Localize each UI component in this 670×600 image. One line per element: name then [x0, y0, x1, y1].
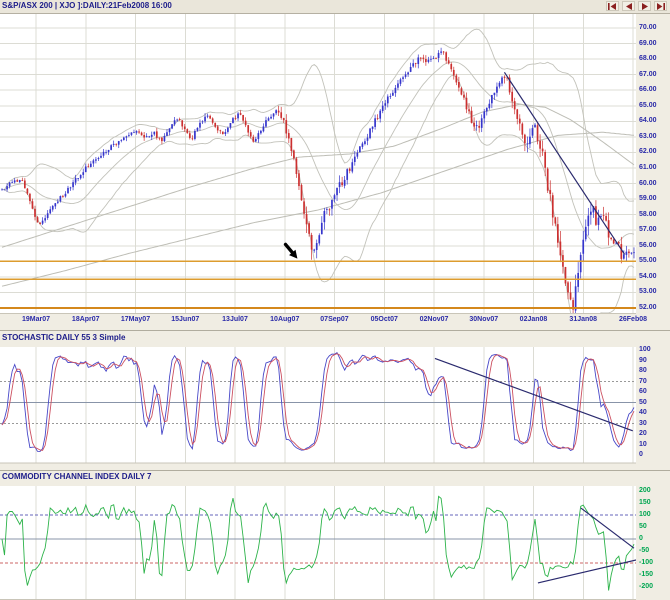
date-x-tick: 31Jan08 [569, 316, 598, 323]
stochastic-y-tick: 60 [639, 388, 647, 395]
date-x-tick: 30Nov07 [469, 316, 499, 323]
price-y-tick: 70.00 [639, 24, 657, 31]
cci-y-tick: 50 [639, 522, 647, 530]
price-y-tick: 57.00 [639, 226, 657, 234]
stochastic-panel-title: STOCHASTIC DAILY 55 3 Simple [2, 333, 126, 342]
cci-trendline [537, 559, 636, 584]
cci-y-tick: -50 [639, 547, 650, 555]
cci-panel-background [0, 486, 636, 600]
price-y-tick: 54.00 [639, 272, 657, 280]
nav-first-button[interactable] [606, 1, 619, 11]
nav-next-button[interactable] [638, 1, 651, 11]
price-y-tick: 66.00 [639, 86, 657, 94]
stoch-panel-background [0, 347, 636, 463]
cci-y-tick: -150 [639, 571, 654, 579]
date-x-tick: 02Nov07 [419, 316, 449, 323]
price-y-tick: 53.00 [639, 288, 657, 296]
date-x-tick: 15Jun07 [171, 316, 200, 323]
date-x-tick: 05Oct07 [370, 316, 398, 323]
price-y-tick: 62.00 [639, 148, 657, 156]
price-y-tick: 52.00 [639, 304, 657, 311]
nav-prev-button[interactable] [622, 1, 635, 11]
date-x-tick: 02Jan08 [519, 316, 548, 323]
date-x-tick: 18Apr07 [71, 316, 100, 323]
stochastic-y-tick: 70 [639, 377, 647, 385]
stochastic-y-tick: 10 [639, 440, 647, 448]
price-y-tick: 56.00 [639, 241, 657, 249]
stochastic-y-tick: 40 [639, 409, 647, 416]
date-x-tick: 26Feb08 [618, 316, 648, 323]
date-x-tick: 13Jul07 [222, 316, 248, 323]
price-y-tick: 55.00 [639, 257, 657, 265]
stochastic-y-tick: 90 [639, 356, 647, 364]
stochastic-trendline [434, 357, 633, 432]
price-y-tick: 63.00 [639, 132, 657, 140]
toolbar: S&P/ASX 200 | XJO ]:DAILY:21Feb2008 16:0… [0, 0, 670, 14]
price-y-tick: 61.00 [639, 164, 657, 171]
cci-y-tick: -200 [639, 583, 654, 591]
stochastic-y-tick: 0 [639, 451, 643, 458]
price-trendline [503, 72, 626, 255]
skip-to-start-icon [608, 2, 616, 10]
price-y-tick: 69.00 [639, 39, 657, 47]
cci-panel-title: COMMODITY CHANNEL INDEX DAILY 7 [2, 472, 152, 481]
stochastic-series [1, 351, 635, 452]
price-y-tick: 59.00 [639, 195, 657, 203]
skip-to-end-icon [657, 2, 665, 10]
stochastic-y-tick: 20 [639, 430, 647, 437]
cci-y-tick: 100 [639, 510, 651, 518]
stochastic-y-tick: 80 [639, 367, 647, 374]
stochastic-y-tick: 50 [639, 398, 647, 406]
price-y-tick: 65.00 [639, 101, 657, 109]
price-y-tick: 60.00 [639, 179, 657, 187]
cci-y-tick: 200 [639, 486, 651, 494]
nav-controls [606, 1, 667, 11]
step-forward-icon [641, 2, 648, 10]
annotation-arrow [283, 242, 298, 259]
date-x-tick: 19Mar07 [21, 316, 51, 323]
cci-y-tick: 150 [639, 498, 651, 506]
price-y-tick: 67.00 [639, 70, 657, 78]
price-panel-background [0, 13, 636, 313]
stochastic-y-tick: 30 [639, 419, 647, 427]
price-y-tick: 68.00 [639, 55, 657, 63]
date-x-tick: 17May07 [120, 316, 151, 323]
stochastic-y-tick: 100 [639, 346, 651, 353]
chart-title: S&P/ASX 200 | XJO ]:DAILY:21Feb2008 16:0… [2, 1, 172, 10]
cci-trendline [580, 507, 635, 549]
cci-y-tick: 0 [639, 535, 643, 542]
cci-y-tick: -100 [639, 559, 654, 567]
cci-series [1, 495, 635, 591]
price-y-tick: 58.00 [639, 210, 657, 218]
step-back-icon [625, 2, 632, 10]
price-y-tick: 64.00 [639, 117, 657, 125]
date-x-tick: 07Sep07 [320, 316, 349, 323]
nav-last-button[interactable] [654, 1, 667, 11]
price-series [1, 28, 635, 313]
date-x-tick: 10Aug07 [270, 316, 300, 323]
